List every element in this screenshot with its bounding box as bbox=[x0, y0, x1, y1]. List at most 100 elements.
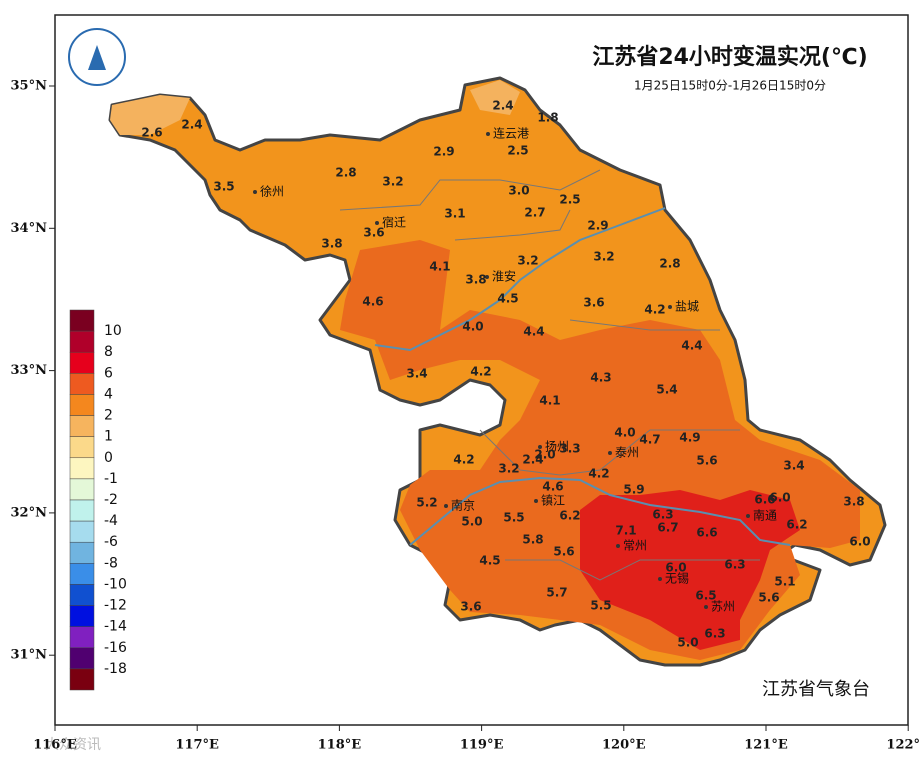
station-value: 3.2 bbox=[517, 254, 538, 268]
city-dot bbox=[668, 305, 672, 309]
legend-label: -16 bbox=[104, 640, 127, 656]
station-value: 4.6 bbox=[362, 295, 383, 309]
cool-zone bbox=[110, 80, 520, 135]
map-title: 江苏省24小时变温实况(℃) bbox=[592, 44, 867, 70]
station-value: 3.1 bbox=[444, 207, 465, 221]
city-dot bbox=[486, 132, 490, 136]
city-name: 南通 bbox=[753, 508, 777, 523]
city-name: 淮安 bbox=[492, 269, 516, 284]
hot-zone bbox=[580, 490, 800, 650]
station-value: 3.8 bbox=[843, 495, 864, 509]
station-value: 2.8 bbox=[335, 166, 356, 180]
legend-label: -10 bbox=[104, 576, 127, 592]
legend-swatch bbox=[69, 584, 95, 606]
station-value: 3.6 bbox=[583, 296, 604, 310]
rivers bbox=[374, 207, 791, 546]
station-value: 3.6 bbox=[363, 226, 384, 240]
station-value: 6.6 bbox=[696, 526, 717, 540]
station-value: 2.4 bbox=[181, 118, 202, 132]
station-value: 5.6 bbox=[696, 454, 717, 468]
station-value: 2.6 bbox=[141, 126, 162, 140]
station-value: 4.9 bbox=[679, 431, 700, 445]
station-value: 3.3 bbox=[559, 442, 580, 456]
legend-swatch bbox=[69, 373, 95, 395]
station-value: 6.0 bbox=[665, 561, 686, 575]
station-value: 5.6 bbox=[758, 591, 779, 605]
lon-label: 121°E bbox=[744, 738, 788, 753]
station-value: 5.4 bbox=[656, 383, 677, 397]
station-value: 3.2 bbox=[593, 250, 614, 264]
city-name: 扬州 bbox=[545, 439, 569, 454]
station-value: 5.9 bbox=[623, 483, 644, 497]
legend-swatch bbox=[69, 309, 95, 332]
station-value: 4.2 bbox=[470, 365, 491, 379]
lat-label: 34°N bbox=[11, 221, 48, 236]
logo bbox=[68, 28, 126, 86]
station-value: 2.4 bbox=[492, 99, 513, 113]
lon-label: 117°E bbox=[175, 738, 219, 753]
station-value: 6.3 bbox=[724, 558, 745, 572]
station-value: 5.1 bbox=[774, 575, 795, 589]
legend-label: 2 bbox=[104, 408, 113, 424]
station-value: 4.4 bbox=[523, 325, 544, 339]
legend-label: -12 bbox=[104, 598, 127, 614]
station-value: 2.9 bbox=[433, 145, 454, 159]
station-value: 5.0 bbox=[677, 636, 698, 650]
station-value: 2.4 bbox=[522, 453, 543, 467]
station-value: 6.3 bbox=[652, 508, 673, 522]
legend-label: -1 bbox=[104, 471, 118, 487]
station-value: 3.4 bbox=[406, 367, 427, 381]
station-value: 5.8 bbox=[522, 533, 543, 547]
city-name: 苏州 bbox=[711, 600, 735, 614]
station-value: 1.8 bbox=[537, 111, 558, 125]
legend-swatch bbox=[69, 394, 95, 416]
lon-label: 116°E bbox=[33, 738, 77, 753]
station-value: 4.0 bbox=[614, 426, 635, 440]
lon-label: 122°E bbox=[886, 738, 920, 753]
lon-label: 119°E bbox=[460, 738, 504, 753]
city-dot bbox=[658, 577, 662, 581]
station-value: 6.7 bbox=[657, 521, 678, 535]
station-value: 4.7 bbox=[639, 433, 660, 447]
city-dot bbox=[704, 605, 708, 609]
legend-label: -18 bbox=[104, 661, 127, 677]
lon-label: 118°E bbox=[318, 738, 362, 753]
legend-swatch bbox=[69, 478, 95, 501]
station-value: 5.5 bbox=[590, 599, 611, 613]
station-value: 4.2 bbox=[588, 467, 609, 481]
source-label: 江苏省气象台 bbox=[762, 679, 870, 700]
station-value: 5.2 bbox=[416, 496, 437, 510]
station-value: 7.1 bbox=[615, 524, 636, 538]
legend-swatch bbox=[69, 520, 95, 543]
legend-swatch bbox=[69, 415, 95, 437]
city-dot bbox=[253, 190, 257, 194]
station-value: 5.0 bbox=[461, 515, 482, 529]
lat-label: 33°N bbox=[11, 363, 48, 378]
legend-swatch bbox=[69, 605, 95, 627]
station-value: 4.2 bbox=[453, 453, 474, 467]
station-value: 5.6 bbox=[553, 545, 574, 559]
station-value: 6.5 bbox=[695, 589, 716, 603]
station-value: 2.5 bbox=[559, 193, 580, 207]
station-value: 4.1 bbox=[429, 260, 450, 274]
legend-label: 0 bbox=[104, 450, 113, 466]
legend-swatch bbox=[69, 330, 95, 353]
city-name: 连云港 bbox=[493, 126, 529, 141]
legend-label: -6 bbox=[104, 534, 118, 550]
legend-swatch bbox=[69, 436, 95, 459]
legend-label: 1 bbox=[104, 429, 113, 445]
legend-label: 10 bbox=[104, 323, 122, 339]
legend-swatch bbox=[69, 626, 95, 649]
legend-swatch bbox=[69, 457, 95, 480]
station-value: 2.5 bbox=[507, 144, 528, 158]
city-dot bbox=[746, 514, 750, 518]
station-value: 2.8 bbox=[659, 257, 680, 271]
lat-label: 32°N bbox=[11, 505, 48, 520]
station-value: 3.6 bbox=[460, 600, 481, 614]
station-value: 3.2 bbox=[498, 462, 519, 476]
station-value: 6.0 bbox=[769, 491, 790, 505]
lat-label: 31°N bbox=[11, 648, 48, 663]
station-value: 6.2 bbox=[559, 509, 580, 523]
station-value: 4.4 bbox=[681, 339, 702, 353]
city-dot bbox=[538, 445, 542, 449]
